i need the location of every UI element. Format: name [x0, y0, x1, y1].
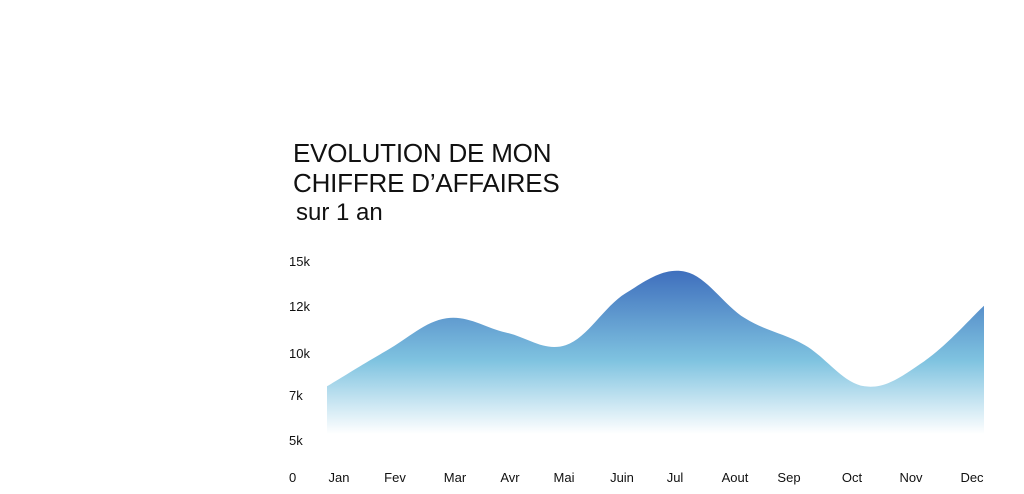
x-tick-label: Juin [610, 470, 634, 485]
x-tick-label: Mai [554, 470, 575, 485]
y-axis: 0 5k 7k 10k 12k 15k [289, 254, 310, 485]
x-tick-label: Jul [667, 470, 684, 485]
data-point-nov [922, 359, 926, 363]
y-tick-label: 12k [289, 299, 310, 314]
data-point-jul [683, 270, 687, 274]
revenue-area [327, 270, 984, 434]
data-point-jan [325, 384, 329, 388]
chart-title-line-2: CHIFFRE D’AFFAIRES [293, 168, 560, 198]
data-point-juin [624, 291, 628, 295]
y-tick-label: 10k [289, 346, 310, 361]
data-point-oct [863, 384, 867, 388]
x-tick-label: Nov [899, 470, 923, 485]
data-point-avr [504, 331, 508, 335]
y-tick-label: 15k [289, 254, 310, 269]
data-point-aout [743, 316, 747, 320]
x-tick-label: Oct [842, 470, 863, 485]
y-tick-label: 0 [289, 470, 296, 485]
y-tick-label: 5k [289, 433, 303, 448]
chart-subtitle: sur 1 an [296, 199, 383, 226]
data-point-fev [385, 349, 389, 353]
data-point-mai [564, 343, 568, 347]
data-point-mar [445, 316, 449, 320]
series-group [325, 270, 986, 434]
x-tick-label: Aout [722, 470, 749, 485]
x-tick-label: Avr [500, 470, 520, 485]
chart-title: EVOLUTION DE MON CHIFFRE D’AFFAIRES [293, 138, 560, 198]
data-point-dec [982, 304, 986, 308]
data-point-sep [803, 343, 807, 347]
chart-title-line-1: EVOLUTION DE MON [293, 138, 552, 168]
x-tick-label: Fev [384, 470, 406, 485]
x-tick-label: Mar [444, 470, 467, 485]
x-tick-label: Sep [777, 470, 800, 485]
x-tick-label: Dec [960, 470, 984, 485]
y-tick-label: 7k [289, 388, 303, 403]
x-axis: Jan Fev Mar Avr Mai Juin Jul Aout Sep Oct Nov Dec [329, 470, 985, 485]
x-tick-label: Jan [329, 470, 350, 485]
